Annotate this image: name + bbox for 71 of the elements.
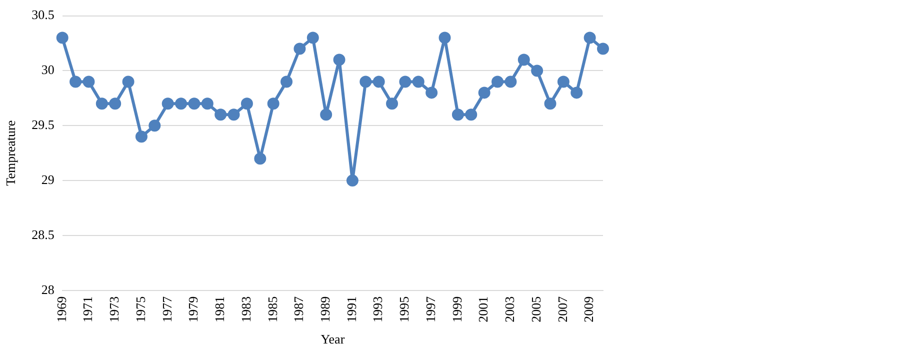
point [570,86,583,99]
point [214,108,227,121]
point [267,98,280,110]
point [96,98,108,110]
point [82,76,95,88]
point [122,76,134,88]
point [109,98,122,110]
point [372,76,385,88]
point [518,54,530,66]
x-tick-label: 1975 [132,296,148,322]
x-tick-label: 1993 [370,296,386,322]
x-tick-label: 1995 [396,296,412,322]
point [452,108,464,121]
y-tick-label: 30.5 [32,7,54,22]
x-tick-label: 1999 [449,296,464,322]
y-tick-label: 29 [41,172,54,187]
x-tick-label: 2009 [581,296,596,322]
y-tick-label: 29.5 [32,117,54,132]
x-tick-label: 1973 [106,296,122,322]
point [386,98,398,110]
point [346,174,358,187]
point [188,98,200,110]
point [254,152,266,165]
x-tick-label: 1983 [238,296,254,322]
point [360,76,372,88]
point [438,32,451,44]
point [240,98,253,110]
point [70,76,82,88]
x-tick-label: 1985 [264,296,280,322]
point [175,98,188,110]
y-axis-title: Tempreature [3,120,18,186]
y-tick-label: 28.5 [32,226,54,242]
point [399,76,412,88]
point [465,108,478,121]
x-axis-title: Year [320,332,346,347]
x-tick-label: 2003 [502,296,518,322]
x-tick-label: 2007 [554,296,570,322]
point [148,120,161,132]
x-tick-label: 1979 [186,296,201,322]
x-tick-label: 1969 [54,296,69,322]
x-tick-label: 1991 [344,296,359,322]
point [306,32,319,44]
point [426,86,438,99]
point [544,98,556,110]
x-tick-label: 1981 [212,296,228,322]
point [320,108,332,121]
x-tick-label: 2001 [476,296,491,322]
point [280,76,293,88]
point [492,76,504,88]
point [504,76,517,88]
point [135,130,148,143]
point [56,32,68,44]
point [294,42,306,55]
point [597,42,609,55]
y-tick-label: 30 [41,62,54,78]
point [228,108,240,121]
x-tick-label: 1977 [159,296,174,322]
point [412,76,424,88]
x-tick-label: 1989 [318,296,333,322]
point [162,98,174,110]
x-tick-label: 1997 [422,296,438,322]
x-tick-label: 2005 [528,296,544,322]
y-tick-label: 28 [41,282,54,297]
point [584,32,596,44]
x-tick-label: 1971 [80,296,96,322]
point [557,76,570,88]
point [201,98,214,110]
x-tick-label: 1987 [291,296,306,322]
point [531,64,544,77]
point [333,54,346,66]
point [478,86,490,99]
